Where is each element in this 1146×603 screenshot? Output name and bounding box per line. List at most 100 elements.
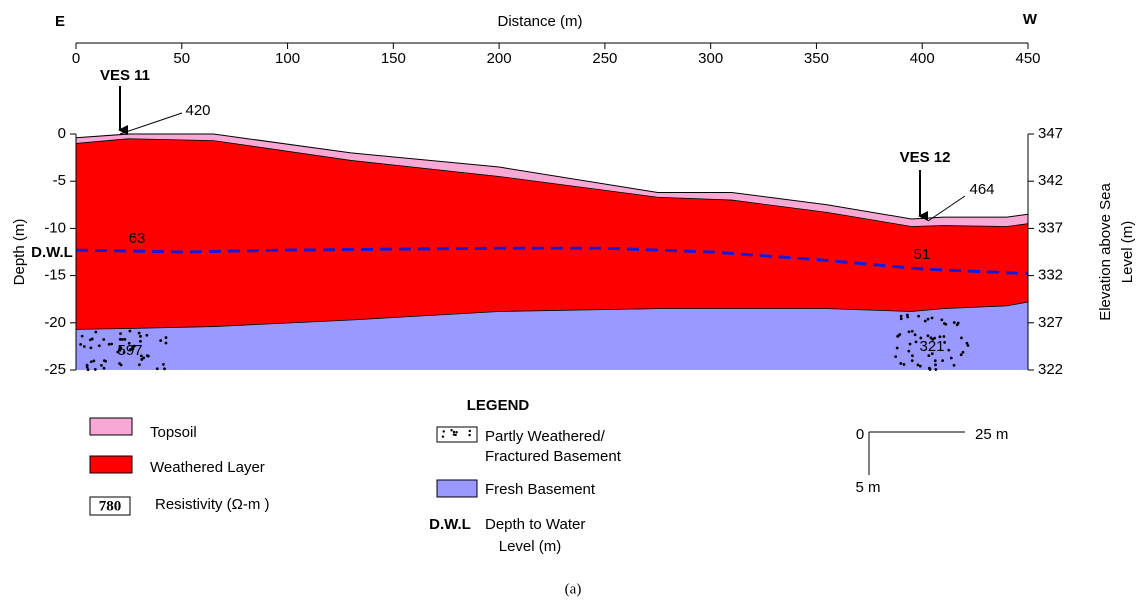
- scale-label: 25 m: [975, 426, 1008, 443]
- fracture-dot: [107, 342, 111, 346]
- fracture-dot: [145, 333, 149, 337]
- fracture-dot: [139, 334, 142, 338]
- fracture-dot: [910, 329, 914, 333]
- legend-label: Fractured Basement: [485, 448, 622, 465]
- x-tick-label: 150: [381, 50, 406, 67]
- fracture-dot: [899, 314, 903, 318]
- legend-swatch: [89, 455, 133, 474]
- fracture-dot: [89, 360, 93, 364]
- fracture-dot: [94, 330, 98, 334]
- fracture-dot: [118, 337, 122, 341]
- y-tick-label: -5: [53, 172, 66, 189]
- fracture-dot: [959, 353, 963, 357]
- fracture-dot: [938, 335, 942, 339]
- resistivity-label: 63: [129, 230, 146, 247]
- x-tick-label: 450: [1015, 50, 1040, 67]
- legend-swatch: [436, 426, 478, 443]
- y-tick-label: -10: [44, 219, 66, 236]
- fracture-dot: [926, 317, 930, 321]
- fracture-dot: [941, 359, 945, 363]
- legend-label: Topsoil: [150, 424, 197, 441]
- fracture-dot: [934, 363, 937, 367]
- fracture-dot: [944, 322, 948, 326]
- y-tick-label: -25: [44, 361, 66, 378]
- fracture-dot: [468, 433, 471, 437]
- legend-title: LEGEND: [467, 397, 530, 414]
- legend-label: Weathered Layer: [150, 459, 265, 476]
- fracture-dot: [916, 363, 920, 367]
- boundary: [75, 133, 1029, 220]
- fracture-dot: [942, 335, 946, 338]
- fracture-dot: [92, 359, 96, 363]
- fracture-dot: [895, 346, 899, 350]
- fracture-dot: [118, 348, 121, 352]
- fracture-dot: [116, 350, 120, 354]
- layer: [76, 138, 1028, 330]
- fracture-dot: [960, 336, 963, 340]
- y2-tick-label: 342: [1038, 172, 1063, 189]
- end-label: E: [55, 13, 65, 30]
- fracture-dot: [120, 338, 124, 341]
- legend-label: Resistivity (Ω-m ): [155, 496, 270, 513]
- fracture-dot: [128, 329, 132, 333]
- fracture-dot: [142, 356, 146, 360]
- fracture-dot: [965, 341, 969, 345]
- fracture-dot: [145, 354, 149, 358]
- fracture-dot: [919, 336, 923, 340]
- y2-tick-label: 347: [1038, 125, 1063, 142]
- fracture-dot: [930, 352, 934, 356]
- x-axis-title: Distance (m): [497, 13, 582, 30]
- legend-swatch: [436, 479, 478, 498]
- fracture-dot: [123, 338, 127, 341]
- fracture-dot: [119, 332, 122, 336]
- x-tick-label: 100: [275, 50, 300, 67]
- fracture-dot: [164, 341, 168, 345]
- fracture-dot: [82, 345, 86, 348]
- fracture-dot: [949, 356, 953, 360]
- fracture-dot: [933, 359, 937, 363]
- fracture-dot: [110, 342, 114, 346]
- fracture-dot: [85, 365, 89, 369]
- fracture-dot: [129, 348, 132, 351]
- legend-swatch: [89, 417, 133, 436]
- ves-label: VES 11: [100, 67, 150, 84]
- fracture-dot: [159, 339, 163, 342]
- resistivity-label: 321: [919, 338, 944, 355]
- fracture-dot: [102, 366, 106, 370]
- fracture-dot: [90, 337, 94, 341]
- fracture-dot: [127, 341, 131, 345]
- y-tick-label: 0: [58, 125, 66, 142]
- fracture-dot: [140, 358, 144, 361]
- y-axis-title: Depth (m): [11, 219, 28, 286]
- resistivity-label: 420: [185, 102, 210, 119]
- fracture-dot: [918, 364, 922, 368]
- fracture-dot: [138, 363, 141, 367]
- fracture-dot: [131, 347, 135, 351]
- fracture-dot: [163, 367, 166, 371]
- fracture-dot: [930, 316, 934, 320]
- legend-dots: [441, 429, 472, 438]
- x-tick-label: 400: [910, 50, 935, 67]
- fracture-dot: [961, 350, 965, 354]
- fracture-dot: [914, 340, 918, 344]
- fracture-dot: [929, 336, 933, 340]
- leader-line: [119, 112, 183, 135]
- fracture-dot: [122, 351, 126, 354]
- y2-tick-label: 332: [1038, 267, 1063, 284]
- fracture-dot: [907, 330, 911, 334]
- y-tick-label: -15: [44, 267, 66, 284]
- fracture-dot: [102, 359, 106, 363]
- resistivity-label: 51: [914, 246, 931, 263]
- fracture-dot: [908, 342, 912, 346]
- fracture-dot: [928, 368, 932, 371]
- fracture-dot: [97, 344, 101, 348]
- x-tick-label: 250: [592, 50, 617, 67]
- fracture-dot: [966, 344, 970, 347]
- fracture-dot: [86, 368, 90, 372]
- caption: (a): [565, 581, 582, 597]
- fracture-dot: [100, 363, 103, 367]
- fracture-dot: [917, 314, 921, 318]
- fracture-dot: [441, 435, 445, 438]
- resistivity-label: 597: [117, 342, 142, 359]
